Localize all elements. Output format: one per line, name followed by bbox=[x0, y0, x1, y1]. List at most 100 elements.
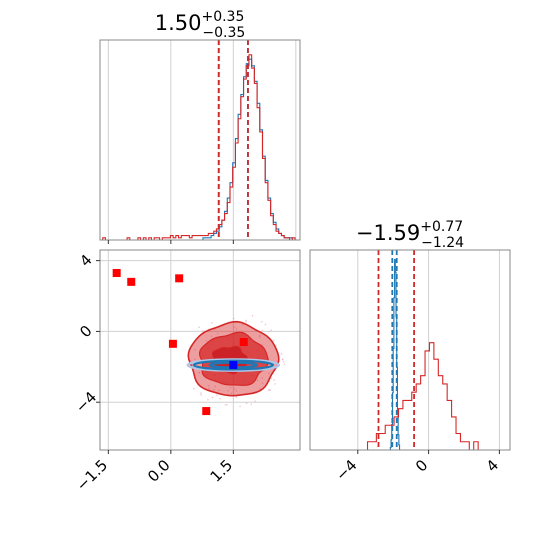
y-tick-label: 0 bbox=[76, 322, 95, 341]
x-tick-label: 0.0 bbox=[144, 456, 174, 486]
sample-point bbox=[245, 321, 247, 323]
sample-point bbox=[200, 394, 202, 396]
sample-point bbox=[216, 332, 219, 335]
histogram-series-1 bbox=[100, 54, 300, 240]
title-lower-error: −0.35 bbox=[202, 25, 245, 41]
sample-point bbox=[268, 330, 270, 333]
sample-point bbox=[264, 323, 267, 326]
sample-point bbox=[235, 328, 238, 330]
sample-point bbox=[229, 386, 232, 389]
red-outlier-point-3 bbox=[168, 339, 177, 348]
sample-point bbox=[226, 403, 228, 406]
sample-point bbox=[194, 349, 196, 351]
sample-point bbox=[251, 314, 254, 317]
sample-point bbox=[208, 387, 210, 390]
sample-point bbox=[261, 382, 264, 385]
sample-point bbox=[227, 389, 229, 392]
x-tick-label: 4 bbox=[483, 456, 502, 475]
title-lower-error: −1.24 bbox=[421, 235, 464, 251]
sample-point bbox=[211, 396, 214, 399]
sample-point bbox=[210, 335, 213, 337]
sample-point bbox=[233, 317, 235, 320]
x-tick-label: −1.5 bbox=[73, 456, 111, 494]
histogram-series-0 bbox=[389, 258, 401, 450]
blue-contour-outer bbox=[186, 358, 281, 372]
sample-point bbox=[207, 398, 209, 401]
sample-point bbox=[245, 402, 248, 405]
sample-point bbox=[198, 371, 201, 374]
sample-point bbox=[213, 388, 215, 391]
sample-point bbox=[282, 361, 285, 363]
sample-point bbox=[219, 397, 221, 400]
red-outlier-point-2 bbox=[175, 274, 184, 283]
sample-point bbox=[235, 390, 238, 392]
red-outlier-point-4 bbox=[202, 407, 211, 416]
sample-point bbox=[267, 388, 270, 391]
panel-1-title-text: 1.50+0.35 −0.35 bbox=[155, 9, 246, 41]
title-main: 1.50 bbox=[155, 11, 202, 35]
sample-point bbox=[283, 363, 286, 365]
sample-point bbox=[273, 379, 275, 381]
sample-point bbox=[269, 389, 271, 391]
title-upper-error: +0.77 bbox=[420, 219, 463, 235]
sample-point bbox=[261, 320, 263, 323]
sample-point bbox=[254, 400, 256, 403]
y-tick-label: −4 bbox=[72, 388, 100, 416]
sample-point bbox=[194, 358, 196, 360]
sample-point bbox=[224, 404, 227, 406]
panel-3-title-text: −1.59+0.77 −1.24 bbox=[356, 219, 464, 251]
sample-point bbox=[200, 392, 202, 394]
sample-point bbox=[259, 336, 261, 338]
panel-3-title: −1.59+0.77 −1.24 bbox=[356, 219, 464, 251]
panel-1-title: 1.50+0.35 −0.35 bbox=[155, 9, 246, 41]
red-outlier-point-0 bbox=[112, 269, 121, 278]
x-tick-label: 1.5 bbox=[207, 456, 237, 486]
sample-point bbox=[261, 329, 264, 332]
sample-point bbox=[192, 387, 195, 390]
sample-point bbox=[211, 322, 213, 324]
sample-point bbox=[233, 387, 236, 390]
sample-point bbox=[198, 326, 200, 329]
red-outlier-point-5 bbox=[239, 338, 248, 347]
sample-point bbox=[242, 323, 244, 326]
sample-point bbox=[258, 334, 261, 337]
sample-point bbox=[268, 372, 270, 375]
sample-point bbox=[202, 330, 204, 332]
sample-point bbox=[245, 319, 247, 322]
panel-2-frame bbox=[99, 249, 301, 451]
sample-point bbox=[280, 352, 283, 355]
sample-point bbox=[274, 383, 276, 385]
sample-point bbox=[239, 405, 241, 408]
histogram-series-1 bbox=[310, 342, 510, 450]
sample-point bbox=[218, 389, 220, 391]
sample-point bbox=[262, 370, 265, 372]
sample-point bbox=[214, 385, 216, 388]
panel-2-plot-area bbox=[100, 250, 300, 450]
red-outlier-point-1 bbox=[127, 277, 136, 286]
x-tick-label: 0 bbox=[412, 456, 431, 475]
sample-point bbox=[261, 377, 264, 379]
sample-point bbox=[281, 358, 284, 360]
panel-3-frame bbox=[309, 249, 511, 451]
sample-point bbox=[250, 403, 253, 406]
sample-point bbox=[234, 326, 236, 328]
x-tick-label: −4 bbox=[332, 456, 360, 484]
sample-point bbox=[216, 394, 218, 396]
y-tick-label: 4 bbox=[76, 251, 95, 270]
sample-point bbox=[270, 329, 273, 331]
blue-marker bbox=[229, 361, 238, 370]
panel-1-plot-area bbox=[100, 40, 300, 240]
panel-1-frame bbox=[99, 39, 301, 241]
panel-3-plot-area bbox=[310, 250, 510, 450]
sample-point bbox=[272, 339, 275, 342]
sample-point bbox=[259, 388, 261, 390]
title-upper-error: +0.35 bbox=[201, 9, 244, 25]
sample-point bbox=[206, 340, 208, 342]
sample-point bbox=[256, 379, 259, 382]
sample-point bbox=[230, 392, 233, 395]
sample-point bbox=[235, 396, 238, 398]
blue-contour-middle bbox=[192, 359, 275, 371]
sample-point bbox=[207, 384, 210, 387]
